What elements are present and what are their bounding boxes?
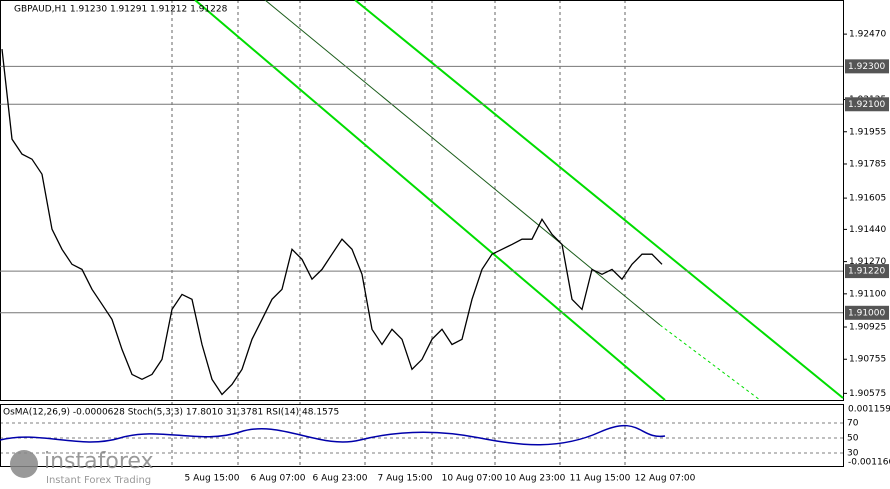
level-label-box xyxy=(845,305,889,320)
x-tick-label: 12 Aug 07:00 xyxy=(635,474,696,484)
trend-line xyxy=(659,324,761,401)
y-tick-label: 1.92470 xyxy=(849,30,886,40)
indicator-title: OsMA(12,26,9) -0.0000628 Stoch(5,3,3) 17… xyxy=(3,408,339,418)
indicator-line xyxy=(0,424,666,446)
indicator-top-label: 0.0011595 xyxy=(848,405,890,415)
y-tick-label: 1.91785 xyxy=(849,159,886,169)
level-label: 1.91000 xyxy=(848,308,885,318)
x-tick-label: 7 Aug 15:00 xyxy=(378,474,433,484)
indicator-level-label: 30 xyxy=(847,449,859,459)
logo-name: instaforex xyxy=(44,449,154,474)
x-tick-label: 6 Aug 07:00 xyxy=(251,474,306,484)
level-label: 1.91220 xyxy=(848,267,885,277)
x-tick-label: 6 Aug 23:00 xyxy=(313,474,368,484)
x-tick-label: 11 Aug 15:00 xyxy=(570,474,631,484)
chart-title: GBPAUD,H1 1.91230 1.91291 1.91212 1.9122… xyxy=(14,5,228,15)
indicator-bottom-label: -0.001166 xyxy=(848,458,890,468)
main-panel xyxy=(0,0,844,401)
x-tick-label: 10 Aug 23:00 xyxy=(505,474,566,484)
y-tick-label: 1.90575 xyxy=(849,389,886,399)
y-tick-label: 1.91440 xyxy=(849,225,886,235)
y-tick-label: 1.91605 xyxy=(849,194,886,204)
y-tick-label: 1.91270 xyxy=(849,257,886,267)
y-tick-label: 1.90755 xyxy=(849,355,886,365)
level-label-box xyxy=(845,264,889,279)
level-label-box xyxy=(845,59,889,74)
x-tick-label: 5 Aug 15:00 xyxy=(185,474,240,484)
y-tick-label: 1.91955 xyxy=(849,127,886,137)
level-label: 1.92100 xyxy=(848,100,885,110)
logo-icon xyxy=(10,450,38,478)
logo-tagline: Instant Forex Trading xyxy=(46,475,151,486)
indicator-level-label: 70 xyxy=(847,419,859,429)
indicator-level-label: 50 xyxy=(847,434,859,444)
indicator-panel xyxy=(0,404,844,467)
level-label-box xyxy=(845,97,889,112)
y-tick-label: 1.91100 xyxy=(849,289,886,299)
price-line xyxy=(1,49,663,396)
x-tick-label: 10 Aug 07:00 xyxy=(442,474,503,484)
level-label: 1.92300 xyxy=(848,62,885,72)
y-tick-label: 1.90925 xyxy=(849,323,886,333)
